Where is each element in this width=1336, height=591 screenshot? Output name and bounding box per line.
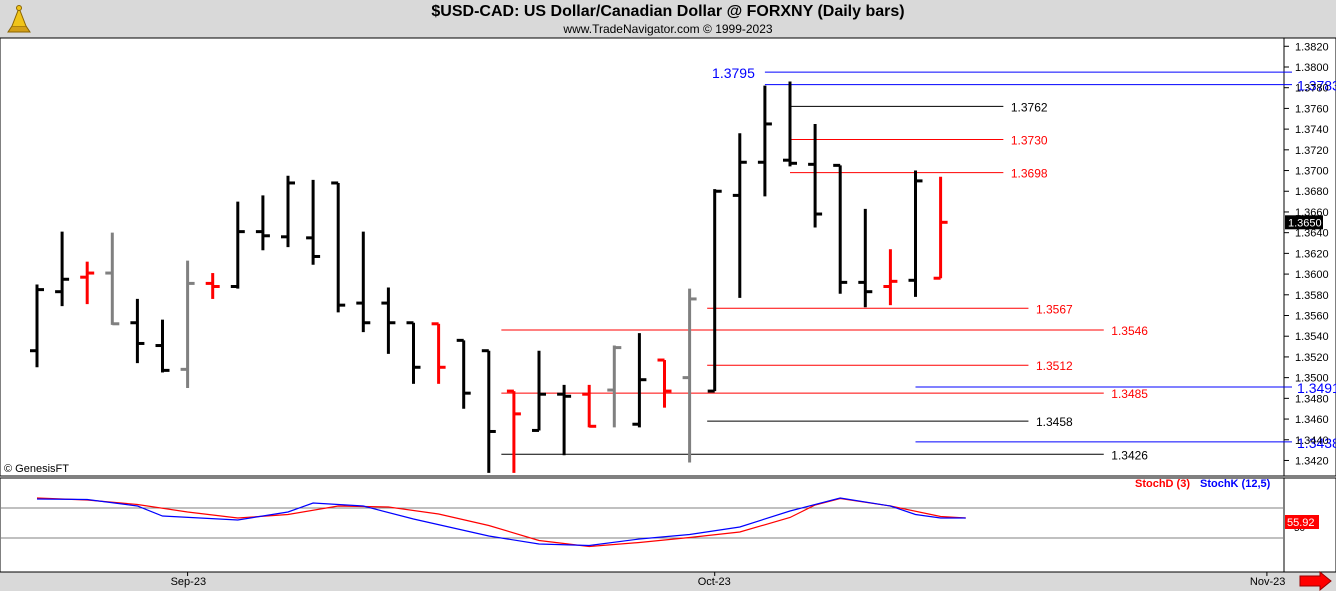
y-tick-label: 1.3580 xyxy=(1295,290,1329,302)
scroll-right-arrow-icon xyxy=(1299,570,1332,591)
chart-title: $USD-CAD: US Dollar/Canadian Dollar @ FO… xyxy=(431,3,905,20)
level-label: 1.3438 xyxy=(1297,435,1336,451)
y-tick-label: 1.3500 xyxy=(1295,373,1329,385)
y-tick-label: 1.3420 xyxy=(1295,455,1329,467)
price-axis-panel xyxy=(1283,37,1336,477)
price-panel xyxy=(0,37,1285,477)
x-tick-label: Oct-23 xyxy=(698,576,731,588)
level-label: 1.3762 xyxy=(1011,100,1048,114)
level-label: 1.3567 xyxy=(1036,302,1073,316)
copyright-label: © GenesisFT xyxy=(4,463,69,475)
y-tick-label: 1.3780 xyxy=(1295,83,1329,95)
x-tick-label: Sep-23 xyxy=(171,576,206,588)
time-axis-bar xyxy=(0,572,1336,591)
legend-stochd: StochD (3) xyxy=(1135,478,1190,490)
level-label: 1.3458 xyxy=(1036,415,1073,429)
y-tick-label: 1.3680 xyxy=(1295,186,1329,198)
level-label: 1.3426 xyxy=(1111,448,1148,462)
legend-stochk: StochK (12,5) xyxy=(1200,478,1271,490)
y-tick-label: 1.3760 xyxy=(1295,103,1329,115)
last-price-label: 1.3650 xyxy=(1288,217,1322,229)
y-tick-label: 1.3740 xyxy=(1295,124,1329,136)
stochastic-line xyxy=(36,497,966,547)
level-label: 1.3546 xyxy=(1111,324,1148,338)
last-price-box xyxy=(1285,215,1323,230)
y-tick-label: 1.3540 xyxy=(1295,331,1329,343)
y-tick-label: 1.3520 xyxy=(1295,352,1329,364)
level-label: 1.3485 xyxy=(1111,387,1148,401)
chart-header xyxy=(0,0,1336,38)
y-tick-label: 1.3480 xyxy=(1295,393,1329,405)
level-label: 1.3795 xyxy=(712,65,755,81)
y-tick-label: 1.3600 xyxy=(1295,269,1329,281)
y-tick-label: 1.3820 xyxy=(1295,41,1329,53)
stochastic-last-value-label: 55.92 xyxy=(1287,517,1315,529)
y-tick-label: 1.3440 xyxy=(1295,435,1329,447)
y-tick-label: 1.3460 xyxy=(1295,414,1329,426)
level-label: 1.3491 xyxy=(1297,380,1336,396)
level-label: 1.3783 xyxy=(1297,78,1336,94)
y-tick-label: 1.3620 xyxy=(1295,248,1329,260)
y-tick-label: 1.3560 xyxy=(1295,311,1329,323)
y-tick-label: 1.3700 xyxy=(1295,166,1329,178)
level-label: 1.3512 xyxy=(1036,359,1073,373)
trade-navigator-logo-icon xyxy=(7,5,31,33)
y-tick-label: 1.3720 xyxy=(1295,145,1329,157)
stochastic-last-value-box xyxy=(1285,515,1319,529)
level-label: 1.3698 xyxy=(1011,167,1048,181)
y-tick-label: 1.3640 xyxy=(1295,228,1329,240)
chart-subtitle: www.TradeNavigator.com © 1999-2023 xyxy=(563,22,773,36)
stochastic-panel xyxy=(0,477,1285,573)
y-tick-label: 1.3800 xyxy=(1295,62,1329,74)
level-label: 1.3730 xyxy=(1011,133,1048,147)
x-tick-label: Nov-23 xyxy=(1250,576,1285,588)
